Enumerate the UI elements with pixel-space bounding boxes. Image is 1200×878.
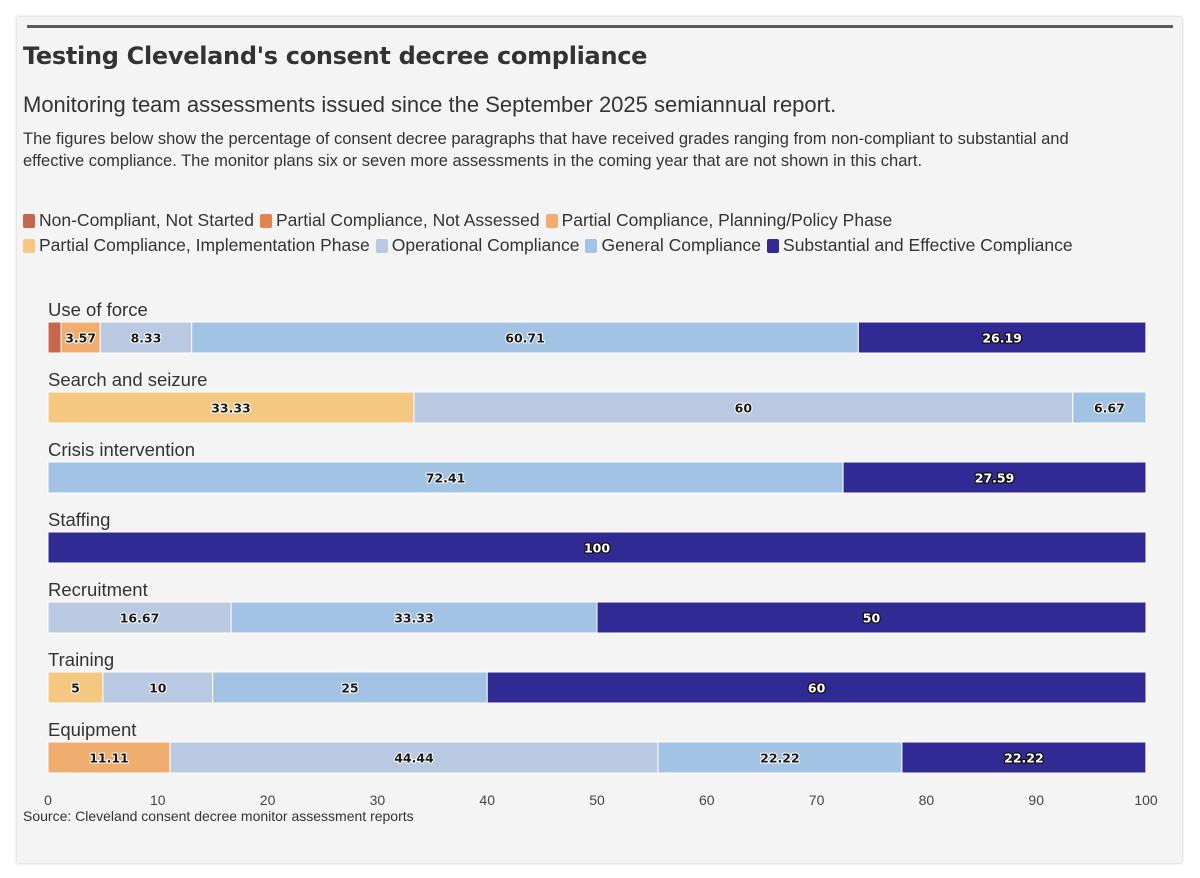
bar-segment [169, 741, 659, 774]
bar-segment [47, 321, 62, 354]
bar-segment [47, 461, 844, 494]
bar-segment [901, 741, 1147, 774]
segment-value-label: 6.67 [1094, 401, 1125, 416]
bar-segment [596, 601, 1147, 634]
segment-value-label: 25 [341, 681, 358, 696]
bar-segment [47, 671, 104, 704]
legend-label: Non-Compliant, Not Started [39, 210, 254, 230]
bar-segment [99, 321, 193, 354]
segment-value-label: 33.33 [394, 611, 434, 626]
x-tick-label: 50 [589, 792, 605, 808]
legend-label: Operational Compliance [391, 235, 580, 255]
legend-item: Partial Compliance, Implementation Phase [23, 235, 370, 256]
bar-segment [102, 671, 214, 704]
category-label: Training [48, 649, 114, 670]
x-tick-label: 90 [1028, 792, 1044, 808]
legend-swatch [767, 238, 780, 253]
bar-segment [230, 601, 598, 634]
category-label: Recruitment [48, 579, 148, 600]
segment-value-label: 10 [149, 681, 167, 696]
segment-value-label: 60 [808, 681, 826, 696]
segment-value-label: 27.59 [975, 471, 1015, 486]
chart-title: Testing Cleveland's consent decree compl… [23, 42, 648, 70]
legend-label: Partial Compliance, Not Assessed [275, 210, 540, 230]
legend-label: General Compliance [601, 235, 762, 255]
x-tick-label: 60 [699, 792, 715, 808]
bar-segment [47, 391, 415, 424]
chart-legend: Non-Compliant, Not Started Partial Compli… [23, 210, 1133, 256]
bar-segment [857, 321, 1147, 354]
segment-value-label: 22.22 [1004, 751, 1044, 766]
bar-segment [413, 391, 1074, 424]
category-label: Equipment [48, 719, 136, 740]
legend-label: Substantial and Effective Compliance [783, 235, 1073, 255]
category-label: Search and seizure [48, 369, 207, 390]
chart-card [17, 17, 1182, 863]
bar-segment [60, 321, 101, 354]
top-rule [27, 25, 1173, 28]
x-tick-label: 0 [44, 792, 52, 808]
bar-segment [842, 461, 1147, 494]
bar-segment [486, 671, 1147, 704]
bar-segment [47, 601, 232, 634]
legend-swatch [23, 238, 35, 253]
legend-label: Partial Compliance, Planning/Policy Phas… [561, 210, 893, 230]
bar-segment [47, 531, 1147, 564]
legend-item: General Compliance [585, 235, 761, 256]
source-note: Source: Cleveland consent decree monitor… [23, 808, 414, 824]
chart-description: The figures below show the percentage of… [23, 130, 1069, 170]
x-tick-label: 40 [479, 792, 495, 808]
legend-swatch [545, 213, 558, 228]
legend-swatch [259, 213, 272, 228]
segment-value-label: 16.67 [120, 611, 160, 626]
segment-value-label: 26.19 [982, 331, 1022, 346]
legend-item: Partial Compliance, Not Assessed [259, 210, 540, 231]
x-tick-label: 100 [1134, 792, 1158, 808]
legend-item: Operational Compliance [375, 235, 580, 256]
bar-segment [47, 741, 171, 774]
segment-value-label: 44.44 [394, 751, 434, 766]
legend-swatch [23, 213, 35, 228]
x-tick-label: 30 [370, 792, 386, 808]
segment-value-label: 8.33 [131, 331, 162, 346]
legend-swatch [585, 238, 598, 253]
bar-segment [1072, 391, 1147, 424]
x-tick-label: 10 [150, 792, 166, 808]
bar-segment [191, 321, 859, 354]
segment-value-label: 3.57 [65, 331, 96, 346]
segment-value-label: 60 [735, 401, 753, 416]
segment-value-label: 11.11 [89, 751, 129, 766]
legend-label: Partial Compliance, Implementation Phase [39, 235, 370, 255]
category-label: Crisis intervention [48, 439, 195, 460]
x-tick-label: 80 [919, 792, 935, 808]
segment-value-label: 33.33 [211, 401, 251, 416]
category-label: Use of force [48, 299, 148, 320]
x-tick-label: 20 [260, 792, 276, 808]
segment-value-label: 72.41 [426, 471, 466, 486]
segment-value-label: 100 [584, 541, 610, 556]
segment-value-label: 50 [863, 611, 881, 626]
bar-segment [657, 741, 903, 774]
segment-value-label: 22.22 [760, 751, 800, 766]
legend-item: Substantial and Effective Compliance [767, 235, 1073, 256]
legend-item: Partial Compliance, Planning/Policy Phas… [545, 210, 893, 231]
x-tick-label: 70 [809, 792, 825, 808]
legend-swatch [375, 238, 388, 253]
category-label: Staffing [48, 509, 110, 530]
segment-value-label: 5 [71, 681, 80, 696]
segment-value-label: 60.71 [505, 331, 545, 346]
legend-item: Non-Compliant, Not Started [23, 210, 254, 231]
chart-subtitle: Monitoring team assessments issued since… [23, 92, 837, 117]
